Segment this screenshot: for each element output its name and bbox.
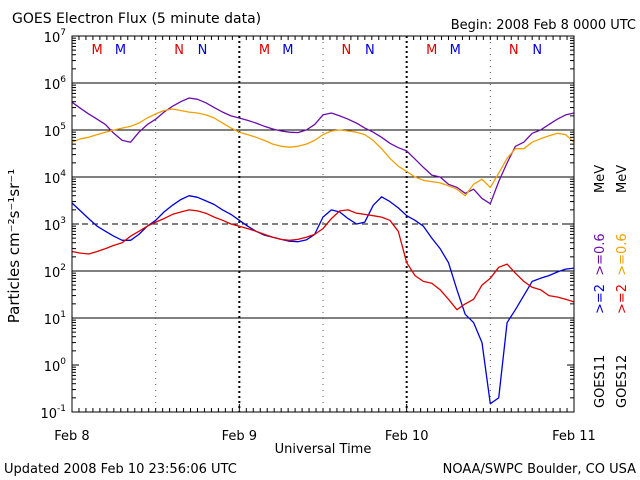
y-tick-base: 10 bbox=[44, 125, 61, 140]
legend-goes12-ge2: >=2 bbox=[615, 284, 630, 314]
y-tick-exponent: 7 bbox=[60, 28, 66, 38]
legend-unit-goes11: MeV bbox=[593, 165, 608, 193]
y-tick-label: 107 bbox=[44, 28, 66, 46]
x-axis-label: Universal Time bbox=[275, 442, 372, 457]
x-axis-ticks: Feb 8 Feb 9 Feb 10 Feb 11 bbox=[54, 36, 596, 444]
y-tick-base: 10 bbox=[44, 31, 61, 46]
y-tick-base: 10 bbox=[44, 219, 61, 234]
series-line-goes12-2-mev bbox=[71, 209, 575, 311]
y-tick-exponent: 0 bbox=[60, 357, 66, 367]
top-marker: N bbox=[342, 43, 352, 58]
top-marker: M bbox=[282, 43, 293, 58]
y-tick-exponent: 3 bbox=[60, 216, 66, 226]
y-tick-base: 10 bbox=[44, 313, 61, 328]
begin-label: Begin: 2008 Feb 8 0000 UTC bbox=[451, 18, 636, 33]
top-marker: N bbox=[174, 43, 184, 58]
series-line-goes11-2-mev bbox=[71, 195, 575, 405]
legend-goes11-entry: >=2 >=0.6 bbox=[593, 233, 608, 314]
y-tick-label: 10-1 bbox=[40, 404, 66, 422]
top-marker: M bbox=[426, 43, 437, 58]
legend-goes11-ge06: >=0.6 bbox=[593, 233, 608, 275]
top-marker: M bbox=[259, 43, 270, 58]
y-tick-exponent: 5 bbox=[60, 122, 66, 132]
y-tick-base: 10 bbox=[44, 360, 61, 375]
y-tick-exponent: 2 bbox=[60, 263, 66, 273]
top-marker: M bbox=[450, 43, 461, 58]
legend-goes12-label: GOES12 bbox=[615, 355, 630, 408]
y-axis-label: Particles cm⁻²s⁻¹sr⁻¹ bbox=[5, 169, 23, 323]
top-marker: N bbox=[509, 43, 519, 58]
y-tick-label: 104 bbox=[44, 169, 67, 187]
y-tick-exponent: -1 bbox=[57, 404, 66, 414]
updated-label: Updated 2008 Feb 10 23:56:06 UTC bbox=[4, 462, 237, 477]
y-tick-base: 10 bbox=[44, 266, 61, 281]
y-tick-label: 101 bbox=[44, 310, 66, 328]
y-tick-base: 10 bbox=[40, 407, 57, 422]
x-tick-label: Feb 8 bbox=[54, 429, 89, 444]
x-tick-label: Feb 10 bbox=[385, 429, 429, 444]
legend-goes12-ge06: >=0.6 bbox=[615, 233, 630, 275]
y-tick-label: 106 bbox=[44, 75, 67, 93]
legend-goes12-entry: >=2 >=0.6 bbox=[615, 233, 630, 314]
top-marker: N bbox=[365, 43, 375, 58]
series-line-goes11-0-6-mev bbox=[71, 97, 575, 205]
top-marker: N bbox=[532, 43, 542, 58]
top-marker: M bbox=[115, 43, 126, 58]
credit-label: NOAA/SWPC Boulder, CO USA bbox=[443, 462, 636, 477]
y-tick-exponent: 1 bbox=[60, 310, 66, 320]
y-tick-exponent: 6 bbox=[60, 75, 66, 85]
x-tick-label: Feb 9 bbox=[222, 429, 257, 444]
legend-goes11-label: GOES11 bbox=[593, 355, 608, 408]
y-tick-label: 103 bbox=[44, 216, 66, 234]
x-tick-label: Feb 11 bbox=[552, 429, 596, 444]
y-tick-base: 10 bbox=[44, 172, 61, 187]
y-tick-base: 10 bbox=[44, 78, 61, 93]
y-tick-label: 100 bbox=[44, 357, 67, 375]
series-lines bbox=[71, 97, 575, 405]
y-tick-label: 102 bbox=[44, 263, 66, 281]
legend-goes11-ge2: >=2 bbox=[593, 284, 608, 314]
y-tick-exponent: 4 bbox=[60, 169, 66, 179]
chart-title: GOES Electron Flux (5 minute data) bbox=[12, 11, 261, 27]
series-line-goes12-0-6-mev bbox=[71, 108, 575, 197]
y-tick-label: 105 bbox=[44, 122, 66, 140]
legend-unit-goes12: MeV bbox=[615, 165, 630, 193]
top-marker: N bbox=[198, 43, 208, 58]
top-marker: M bbox=[91, 43, 102, 58]
